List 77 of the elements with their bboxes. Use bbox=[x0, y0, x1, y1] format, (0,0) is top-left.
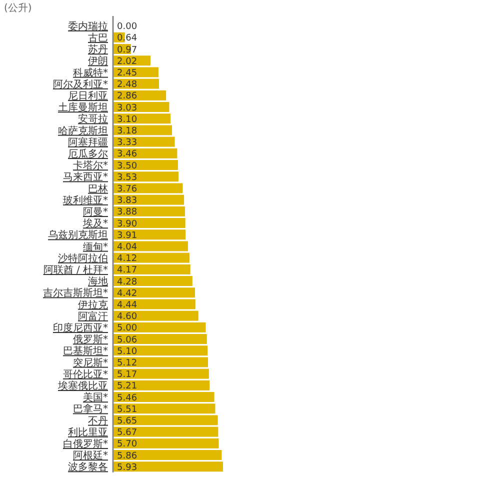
y-tick-label: 厄瓜多尔 bbox=[68, 148, 108, 160]
data-label: 5.10 bbox=[117, 346, 138, 357]
data-label: 4.04 bbox=[117, 242, 138, 252]
data-label: 3.90 bbox=[117, 219, 138, 230]
data-label: 5.46 bbox=[117, 393, 138, 404]
y-tick-label: 埃及* bbox=[82, 218, 108, 230]
y-tick-label: 巴林 bbox=[88, 182, 108, 195]
data-label: 3.88 bbox=[117, 208, 138, 218]
y-tick-label: 乌兹别克斯坦 bbox=[48, 229, 108, 242]
y-tick-label: 巴拿马* bbox=[73, 403, 108, 416]
y-tick-label: 土库曼斯坦 bbox=[58, 102, 108, 114]
data-label: 5.93 bbox=[117, 462, 138, 473]
y-tick-label: 苏丹 bbox=[88, 44, 108, 56]
data-label: 5.51 bbox=[117, 404, 138, 415]
data-label: 3.33 bbox=[117, 138, 138, 148]
y-tick-label: 阿塞拜疆 bbox=[68, 136, 108, 148]
y-tick-label: 阿富汗 bbox=[78, 310, 108, 322]
y-tick-label: 埃塞俄比亚 bbox=[57, 380, 108, 392]
data-label: 2.48 bbox=[117, 80, 138, 90]
y-tick-label: 俄罗斯* bbox=[73, 334, 108, 346]
y-tick-label: 缅甸* bbox=[83, 240, 108, 253]
data-label: 5.12 bbox=[117, 358, 138, 368]
data-label: 5.17 bbox=[117, 370, 138, 380]
data-label: 4.12 bbox=[117, 254, 138, 264]
data-label: 3.50 bbox=[117, 161, 138, 172]
data-label: 5.86 bbox=[117, 451, 138, 462]
y-tick-label: 阿联酋 / 杜拜* bbox=[43, 264, 108, 276]
data-label: 3.76 bbox=[117, 184, 138, 194]
y-tick-label: 伊拉克 bbox=[78, 298, 108, 311]
data-label: 4.28 bbox=[117, 277, 138, 288]
y-tick-label: 巴基斯坦* bbox=[63, 345, 108, 358]
data-label: 4.17 bbox=[117, 266, 138, 276]
y-tick-label: 印度尼西亚* bbox=[53, 322, 108, 334]
y-tick-label: 不丹 bbox=[88, 416, 108, 427]
y-tick-label: 吉尔吉斯斯坦* bbox=[43, 287, 108, 300]
data-label: 3.53 bbox=[117, 172, 138, 183]
data-label: 5.67 bbox=[117, 428, 138, 438]
data-label: 5.65 bbox=[117, 416, 138, 426]
data-label: 4.44 bbox=[117, 300, 138, 310]
data-label: 3.91 bbox=[117, 230, 138, 241]
data-label: 2.45 bbox=[117, 68, 138, 78]
y-tick-label: 委内瑞拉 bbox=[68, 20, 108, 32]
data-label: 4.42 bbox=[117, 288, 138, 299]
y-tick-label: 美国* bbox=[83, 392, 108, 404]
data-label: 3.10 bbox=[117, 114, 138, 125]
data-label: 0.00 bbox=[117, 22, 138, 32]
title: (公升) bbox=[4, 3, 32, 14]
data-label: 5.00 bbox=[117, 324, 138, 334]
y-tick-label: 哥伦比亚* bbox=[63, 368, 108, 380]
y-tick-label: 哈萨克斯坦 bbox=[58, 124, 108, 137]
data-label: 2.86 bbox=[117, 92, 138, 102]
data-label: 3.03 bbox=[117, 103, 138, 114]
y-tick-label: 阿尔及利亚* bbox=[53, 78, 108, 90]
data-label: 3.46 bbox=[117, 150, 138, 160]
y-tick-label: 伊朗 bbox=[88, 55, 108, 68]
y-tick-label: 白俄罗斯* bbox=[63, 438, 108, 450]
y-tick-label: 卡塔尔* bbox=[73, 160, 108, 172]
data-label: 5.70 bbox=[117, 440, 138, 450]
data-label: 5.21 bbox=[117, 382, 138, 392]
data-label: 3.83 bbox=[117, 196, 138, 206]
y-tick-label: 尼日利亚 bbox=[68, 90, 108, 102]
y-tick-label: 玻利维亚* bbox=[63, 194, 108, 206]
y-tick-label: 古巴 bbox=[88, 32, 108, 44]
data-label: 4.60 bbox=[117, 312, 138, 322]
y-tick-label: 马来西亚* bbox=[63, 171, 108, 184]
y-tick-label: 沙特阿拉伯 bbox=[58, 252, 108, 264]
y-tick-label: 波多黎各 bbox=[68, 461, 108, 474]
y-tick-label: 突尼斯* bbox=[73, 356, 108, 369]
y-tick-label: 科威特* bbox=[73, 66, 108, 79]
data-label: 2.02 bbox=[117, 56, 138, 67]
y-tick-label: 安哥拉 bbox=[78, 113, 108, 126]
y-tick-label: 利比里亚 bbox=[68, 426, 108, 438]
y-tick-label: 海地 bbox=[88, 276, 108, 288]
data-label: 3.18 bbox=[117, 126, 138, 136]
data-label: 5.06 bbox=[117, 335, 138, 346]
y-tick-label: 阿曼* bbox=[83, 207, 108, 218]
y-tick-label: 阿根廷* bbox=[73, 450, 108, 462]
